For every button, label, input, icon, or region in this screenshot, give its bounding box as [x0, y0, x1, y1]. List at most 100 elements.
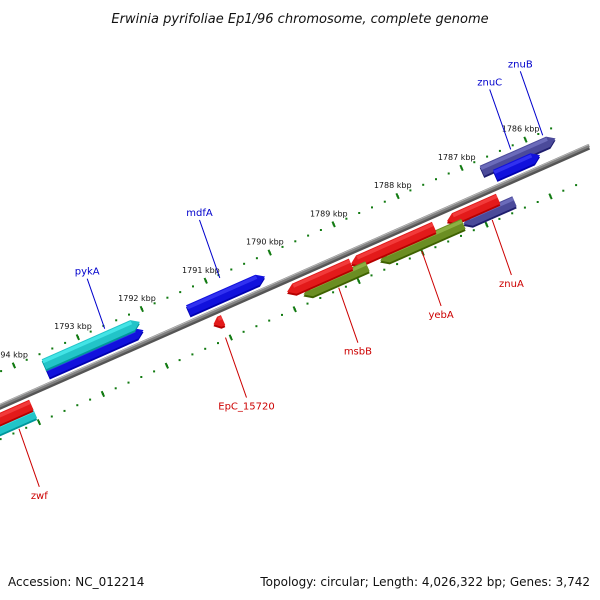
znuc-gene-label: znuC	[477, 77, 502, 88]
zwf-label-leader	[18, 428, 40, 487]
outer-major-tick	[11, 362, 17, 369]
unlabeled-red-gene-arrow-highlight	[292, 259, 351, 288]
inner-minor-tick	[242, 330, 245, 333]
inner-minor-tick	[434, 246, 437, 249]
inner-minor-tick	[178, 359, 181, 362]
pyka-label-leader	[86, 278, 106, 329]
inner-minor-tick	[281, 313, 283, 316]
yeba-label-leader	[421, 250, 442, 307]
mdfa-gene-arrow[interactable]	[186, 274, 265, 316]
znua-label-leader	[491, 219, 512, 276]
inner-minor-tick	[332, 291, 335, 294]
znub-label-leader	[519, 71, 544, 136]
accession-text: Accession: NC_012214	[8, 575, 144, 589]
inner-major-tick	[228, 334, 233, 341]
epc-15720-gene-arrow[interactable]	[213, 315, 226, 327]
outer-minor-tick	[89, 330, 92, 333]
scale-tick-label: 1788 kbp	[374, 181, 412, 190]
tick-layer: 1786 kbp 1787 kbp 1788 kbp 1789 kbp 1790 kbp…	[0, 125, 578, 441]
inner-minor-tick	[523, 206, 526, 209]
inner-minor-tick	[12, 432, 15, 435]
outer-minor-tick	[166, 296, 169, 299]
inner-major-tick	[548, 193, 553, 200]
outer-minor-tick	[537, 133, 540, 135]
inner-minor-tick	[306, 302, 309, 305]
outer-minor-tick	[230, 268, 233, 271]
chromosome-backbone-layer	[0, 143, 591, 410]
unlabeled-red-gene-arrow-highlight	[0, 400, 31, 418]
outer-major-tick	[523, 136, 528, 143]
pyka-gene-label: pykA	[75, 267, 100, 278]
mdfa-label-leader	[199, 219, 221, 279]
epc-15720-gene-arrow-highlight	[217, 316, 223, 321]
inner-minor-tick	[319, 297, 322, 299]
outer-minor-tick	[371, 206, 373, 209]
znuc-gene-arrow[interactable]	[493, 153, 540, 180]
unlabeled-cyan-gene-arrow[interactable]	[41, 320, 140, 370]
inner-minor-tick	[408, 257, 411, 260]
mdfa-gene-label: mdfA	[186, 208, 213, 219]
inner-minor-tick	[562, 189, 565, 192]
inner-major-tick	[36, 419, 42, 426]
mdfa-gene-arrow-highlight	[186, 275, 258, 310]
znub-gene-arrow-highlight	[480, 137, 548, 170]
znub-gene-arrow[interactable]	[479, 136, 556, 176]
map-title: Erwinia pyrifoliae Ep1/96 chromosome, co…	[111, 12, 488, 27]
outer-minor-tick	[25, 358, 28, 361]
inner-minor-tick	[268, 319, 271, 322]
outer-minor-tick	[0, 370, 3, 373]
epc-15720-gene-label: EpC_15720	[218, 402, 274, 413]
inner-minor-tick	[460, 234, 462, 237]
outer-minor-tick	[307, 234, 310, 237]
pyka-gene-arrow[interactable]	[45, 328, 144, 378]
outer-minor-tick	[255, 257, 258, 260]
inner-minor-tick	[575, 184, 578, 187]
outer-minor-tick	[550, 127, 553, 130]
outer-minor-tick	[383, 200, 386, 203]
scale-tick-label: 1786 kbp	[502, 125, 540, 134]
outer-minor-tick	[243, 262, 246, 265]
outer-major-tick	[459, 164, 464, 172]
outer-minor-tick	[115, 319, 118, 322]
inner-minor-tick	[140, 376, 143, 378]
backbone-shadow	[0, 145, 591, 410]
outer-minor-tick	[422, 183, 425, 186]
scale-tick-label: 1791 kbp	[182, 266, 220, 275]
outer-minor-tick	[281, 245, 284, 248]
inner-minor-tick	[127, 381, 130, 384]
inner-major-tick	[356, 277, 361, 285]
inner-minor-tick	[370, 274, 373, 277]
outer-minor-tick	[486, 155, 489, 158]
yeba-gene-label: yebA	[428, 310, 453, 321]
unlabeled-red-gene-arrow-highlight	[356, 222, 434, 260]
outer-minor-tick	[51, 347, 54, 350]
inner-minor-tick	[511, 212, 514, 215]
outer-major-tick	[395, 192, 400, 200]
inner-minor-tick	[255, 325, 258, 328]
inner-major-tick	[100, 390, 106, 398]
inner-minor-tick	[344, 285, 347, 288]
scale-tick-label: 1789 kbp	[310, 209, 348, 218]
inner-minor-tick	[114, 387, 117, 390]
outer-major-tick	[139, 305, 144, 313]
outer-minor-tick	[511, 144, 514, 147]
unlabeled-cyan-gene-arrow-highlight	[42, 321, 133, 364]
inner-minor-tick	[191, 353, 194, 356]
inner-major-tick	[292, 306, 297, 313]
outer-minor-tick	[294, 240, 297, 243]
outer-minor-tick	[192, 285, 194, 288]
outer-minor-tick	[498, 149, 501, 152]
chromosome-backbone	[0, 143, 590, 408]
outer-major-tick	[75, 334, 80, 341]
inner-minor-tick	[396, 263, 399, 266]
outer-major-tick	[267, 249, 272, 256]
inner-minor-tick	[217, 342, 219, 345]
outer-minor-tick	[435, 178, 437, 181]
znua-gene-label: znuA	[499, 279, 524, 290]
outer-minor-tick	[345, 217, 348, 220]
znuc-gene-arrow-highlight	[493, 154, 533, 174]
znub-gene-label: znuB	[508, 59, 533, 70]
topology-summary: Topology: circular; Length: 4,026,322 bp…	[259, 575, 590, 589]
